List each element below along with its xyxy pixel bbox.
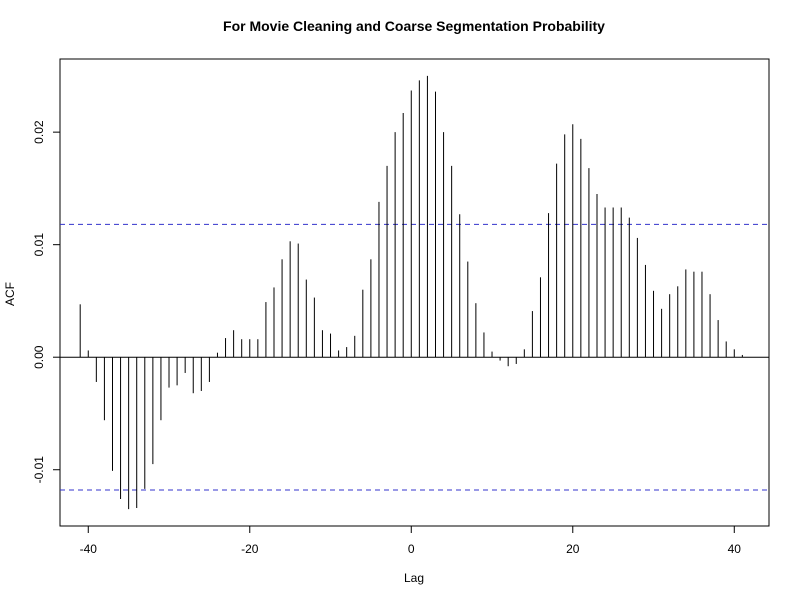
x-tick-label: 0: [408, 542, 415, 556]
x-tick-label: -40: [80, 542, 98, 556]
plot-layer: -40 -20 0 20 40 -0.01 0.00 0.01 0.02: [32, 75, 769, 556]
chart-title: For Movie Cleaning and Coarse Segmentati…: [223, 18, 605, 34]
y-tick-label: 0.01: [32, 233, 46, 257]
y-tick-label: -0.01: [32, 456, 46, 484]
x-tick-label: -20: [241, 542, 259, 556]
y-axis-label: ACF: [3, 282, 17, 306]
y-tick-label: 0.00: [32, 345, 46, 369]
x-axis-label: Lag: [404, 571, 424, 585]
x-tick-label: 20: [566, 542, 580, 556]
x-tick-label: 40: [728, 542, 742, 556]
y-tick-label: 0.02: [32, 120, 46, 144]
plot-frame: [59, 58, 770, 527]
